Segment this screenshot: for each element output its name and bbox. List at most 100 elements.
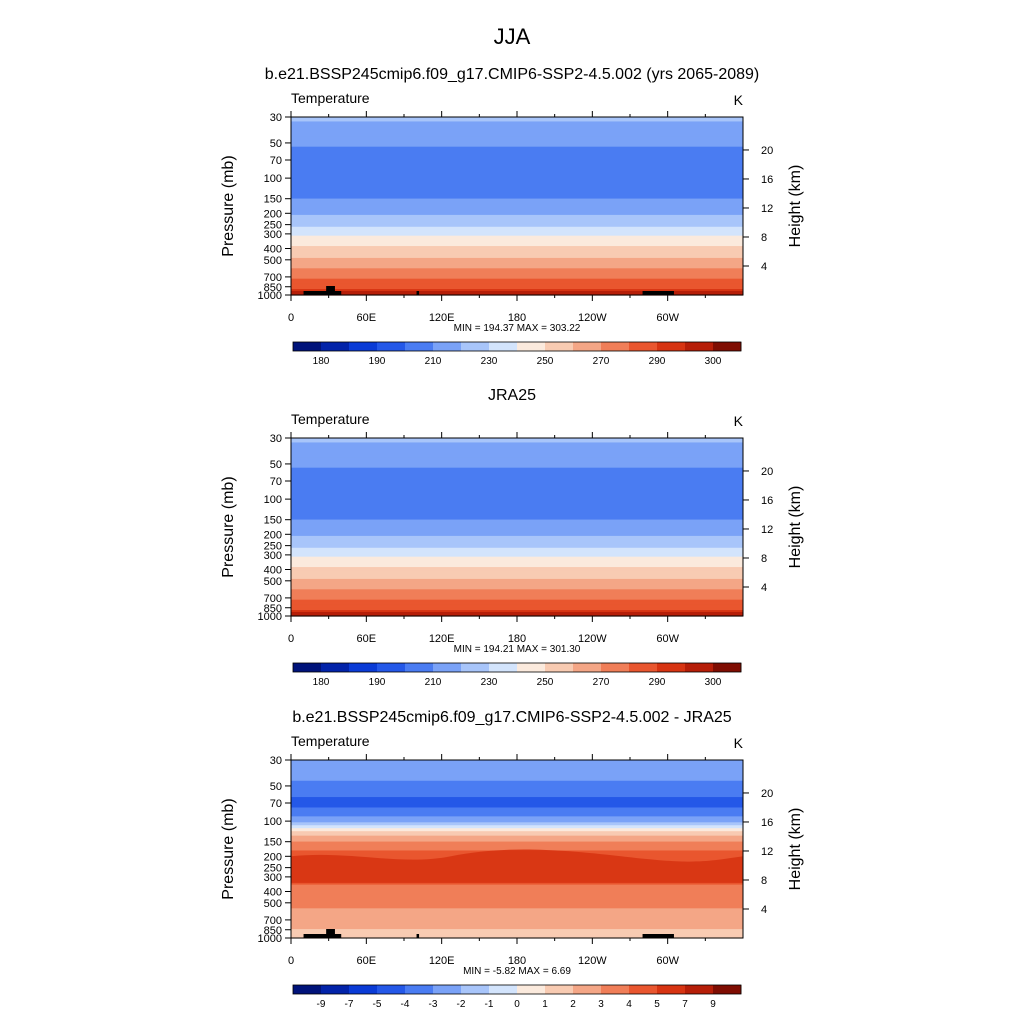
contour-band [291,819,743,822]
contour-band [291,601,743,604]
contour-band [291,785,743,788]
colorbar-swatch [573,342,602,351]
contour-band [291,171,743,174]
contour-band [291,926,743,929]
colorbar-swatch [657,663,686,672]
contour-band [291,927,743,930]
contour-band [291,271,743,274]
colorbar-label: 250 [537,356,554,367]
contour-band [291,500,743,503]
colorbar-label: 250 [537,677,554,688]
contour-band [291,259,743,262]
colorbar-swatch [545,342,574,351]
contour-band [291,602,743,605]
y-axis-label: Pressure (mb) [220,476,237,577]
colorbar-swatch [713,985,742,994]
y-tick-label: 30 [270,433,282,445]
contour-band [291,565,743,568]
topography-block [326,286,335,295]
colorbar-swatch [433,663,462,672]
contour-band [291,825,743,828]
contour-band [291,497,743,500]
contour-band [291,534,743,537]
contour-band [291,791,743,794]
contour-band [291,289,743,292]
colorbar-swatch [377,985,406,994]
colorbar-swatch [293,342,322,351]
contour-band [291,254,743,258]
y-tick-label: 200 [264,208,282,220]
contour-band [291,222,743,225]
contour-band [291,837,743,840]
contour-band [291,466,743,469]
contour-band [291,130,743,133]
y-axis-label: Pressure (mb) [220,798,237,899]
contour-band [291,920,743,923]
contour-band [291,767,743,770]
contour-band [291,482,743,485]
contour-band [291,204,743,207]
contour-band [291,914,743,917]
contour-band [291,762,743,766]
colorbar-label: -1 [485,999,494,1010]
contour-band [291,883,743,886]
contour-band [291,247,743,250]
contour-band [291,176,743,179]
contour-band [291,543,743,546]
y-tick-label: 850 [264,603,282,615]
contour-band [291,823,743,826]
contour-band [291,281,743,284]
stats-label: MIN = 194.21 MAX = 301.30 [454,644,581,655]
topography-block [642,934,674,938]
topography [303,286,674,295]
contour-band [291,929,743,932]
colorbar-swatch [405,985,434,994]
contour-band [291,269,743,272]
contour-band [291,568,743,571]
contour-band [291,118,743,121]
contour-band [291,226,743,229]
contour-band [291,831,743,834]
y-tick-label: 50 [270,138,282,150]
contour-band [291,249,743,252]
y-right-tick-label: 12 [761,203,773,215]
colorbar-frame [292,341,742,352]
contour-band [291,930,743,933]
y-tick-label: 500 [264,255,282,267]
contour-band [291,532,743,536]
contour-band [291,266,743,269]
contour-band [291,909,743,912]
contour-band [291,593,743,596]
colorbar-label: 210 [425,356,442,367]
colorbar-label: 9 [710,999,716,1010]
contour-band [291,801,743,804]
colorbar-swatch [713,663,742,672]
colorbar-swatch [433,985,462,994]
contour-band [291,157,743,160]
contour-field [291,760,743,939]
colorbar-swatch [405,342,434,351]
contour-band [291,177,743,180]
colorbar-label: 4 [626,999,632,1010]
y-tick-label: 150 [264,837,282,849]
contour-band [291,489,743,492]
contour-band [291,918,743,921]
contour-band [291,924,743,927]
contour-band [291,286,743,289]
topography [303,929,674,938]
contour-band [291,458,743,461]
contour-band [291,786,743,789]
contour-band [291,552,743,555]
contour-band [291,510,743,513]
contour-band [291,525,743,528]
contour-band [291,183,743,186]
contour-band [291,445,743,448]
contour-band [291,483,743,487]
contour-band [291,538,743,541]
contour-band [291,599,743,602]
colorbar-swatch [517,985,546,994]
contour-band [291,828,743,831]
contour-band [291,608,743,611]
contour-band [291,519,743,522]
